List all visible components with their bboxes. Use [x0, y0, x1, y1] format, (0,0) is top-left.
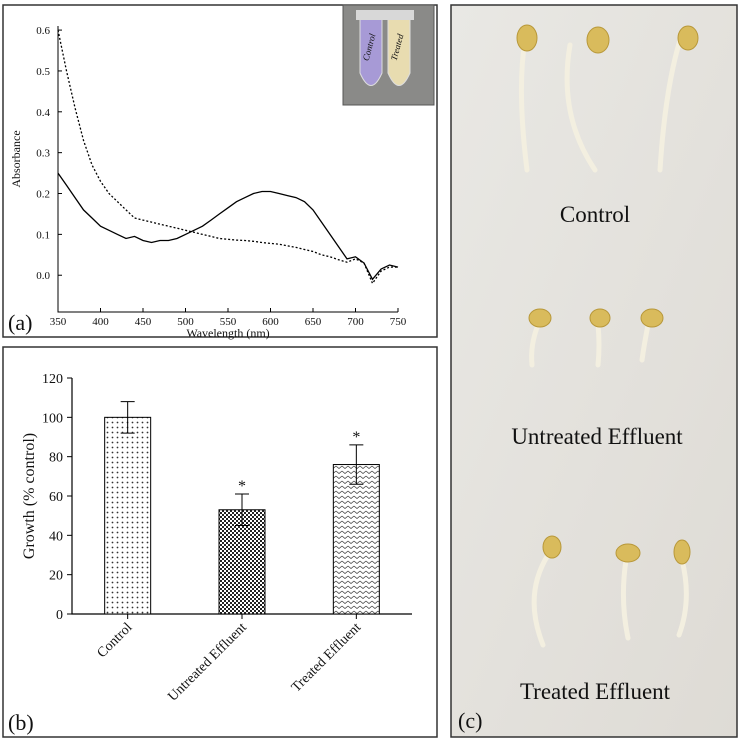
line-series [57, 172, 399, 281]
panel-label: (a) [8, 310, 32, 335]
x-tick-label: 350 [50, 316, 67, 328]
x-tick-label: 750 [390, 316, 407, 328]
error-bar [235, 493, 249, 526]
x-tick-label: Untreated Effluent [165, 620, 249, 704]
inset-photo [342, 4, 435, 106]
x-tick-label: 450 [135, 316, 152, 328]
error-bar [349, 444, 364, 485]
x-tick-label: 500 [177, 316, 194, 328]
panel-frame [2, 346, 438, 738]
bar [104, 416, 152, 615]
y-tick-label: 0.2 [36, 189, 50, 201]
y-tick-label: 40 [49, 529, 63, 544]
bar [218, 509, 266, 615]
y-axis-label: Absorbance [9, 130, 23, 187]
x-axis-label: Wavelength (nm) [186, 326, 269, 340]
photo-label: Untreated Effluent [511, 424, 683, 449]
photo-panel [450, 4, 738, 738]
significance-mark: * [352, 429, 360, 446]
y-tick-label: 80 [49, 451, 63, 466]
x-tick-label: 400 [92, 316, 109, 328]
y-tick-label: 0.6 [36, 25, 50, 37]
y-tick-label: 0.0 [36, 270, 50, 282]
photo-label: Control [560, 202, 630, 227]
panel-frame [2, 4, 438, 338]
seedlings [518, 37, 689, 648]
x-tick-label: Control [95, 620, 136, 661]
y-tick-label: 60 [49, 490, 63, 505]
x-tick-label: 600 [262, 316, 279, 328]
y-tick-label: 20 [49, 569, 63, 584]
line-series [57, 29, 398, 285]
error-bar [120, 401, 135, 434]
bar [332, 464, 380, 615]
y-tick-label: 0.3 [36, 148, 50, 160]
seeds [516, 24, 699, 565]
y-axis-label: Growth (% control) [21, 433, 38, 559]
x-tick-label: Treated Effluent [289, 620, 364, 695]
y-tick-label: 0.4 [36, 107, 50, 119]
x-tick-label: 700 [347, 316, 364, 328]
x-tick-label: 650 [305, 316, 322, 328]
x-tick-label: 550 [220, 316, 237, 328]
y-tick-label: 120 [42, 372, 63, 387]
panel-label: (c) [458, 708, 482, 733]
panel-label: (b) [8, 710, 34, 735]
y-tick-label: 0 [56, 608, 63, 623]
y-tick-label: 0.5 [36, 66, 50, 78]
photo-label: Treated Effluent [520, 679, 671, 704]
significance-mark: * [238, 478, 246, 495]
y-tick-label: 0.1 [36, 229, 50, 241]
y-tick-label: 100 [42, 411, 63, 426]
